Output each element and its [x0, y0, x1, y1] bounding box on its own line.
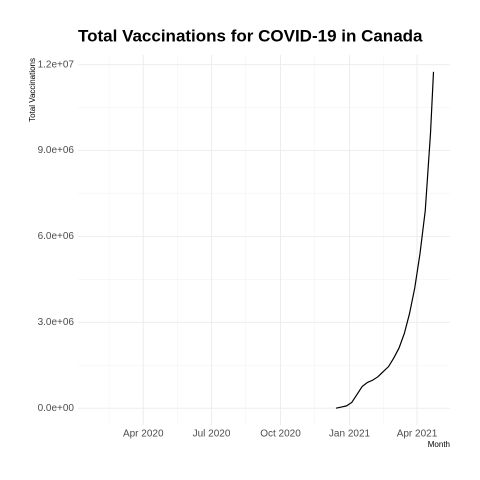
line-series — [335, 71, 435, 409]
y-tick-label: 1.2e+07 — [38, 59, 75, 70]
y-tick-label: 6.0e+06 — [38, 231, 75, 242]
x-tick-label: Apr 2021 — [397, 429, 438, 440]
x-tick-label: Jan 2021 — [329, 429, 371, 440]
x-axis-label: Month — [428, 440, 450, 449]
x-tick-label: Apr 2020 — [123, 429, 164, 440]
y-tick-label: 9.0e+06 — [38, 145, 75, 156]
y-tick-label: 0.0e+00 — [38, 403, 75, 414]
x-tick-label: Jul 2020 — [193, 429, 231, 440]
y-axis-label: Total Vaccinations — [28, 58, 37, 122]
y-tick-label: 3.0e+06 — [38, 317, 75, 328]
x-tick-label: Oct 2020 — [260, 429, 301, 440]
chart-title: Total Vaccinations for COVID-19 in Canad… — [78, 26, 423, 45]
